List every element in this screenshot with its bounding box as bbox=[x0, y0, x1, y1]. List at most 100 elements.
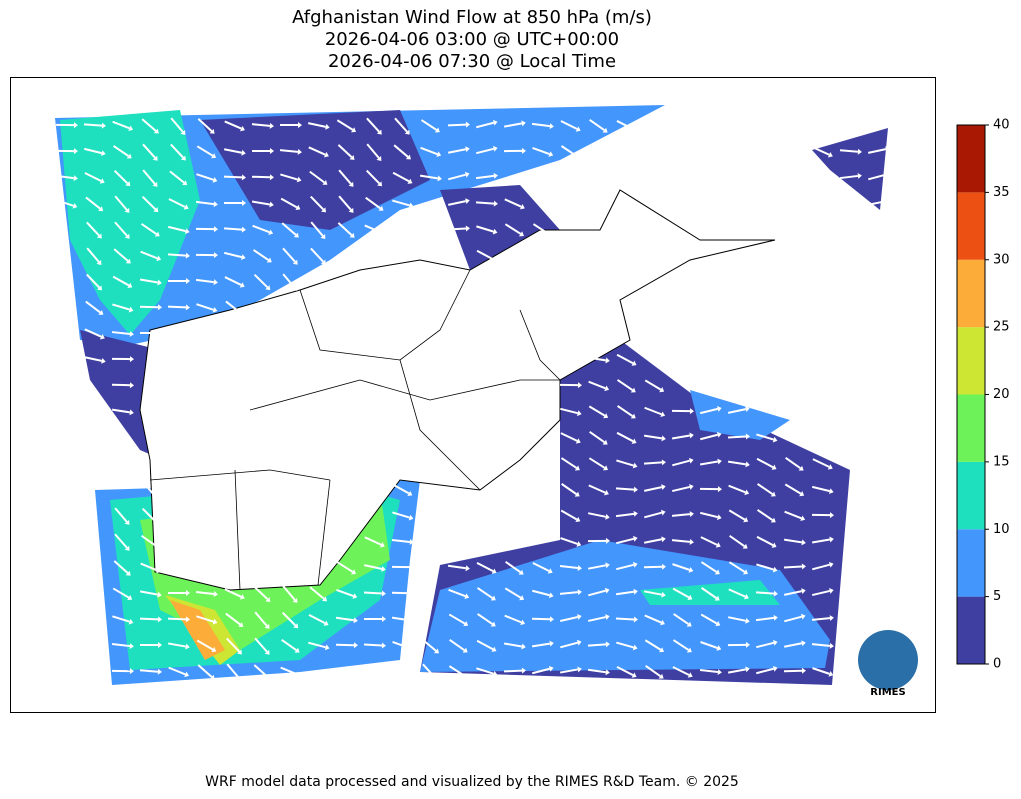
wind-arrow-head bbox=[351, 127, 357, 133]
wind-arrow bbox=[756, 667, 774, 675]
wind-arrow bbox=[560, 145, 578, 157]
wind-arrow-head bbox=[742, 543, 748, 549]
wind-arrow-head bbox=[687, 672, 693, 678]
wind-arrow bbox=[279, 149, 299, 153]
wind-arrow-head bbox=[519, 595, 525, 601]
wind-arrow-head bbox=[236, 675, 242, 681]
wind-arrow-head bbox=[352, 593, 358, 599]
wind-arrow-head bbox=[98, 310, 104, 315]
wind-arrow bbox=[727, 408, 747, 414]
wind-arrow bbox=[531, 122, 551, 128]
wind-arrow bbox=[448, 588, 466, 598]
wind-arrow bbox=[86, 273, 100, 289]
wind-arrow bbox=[308, 641, 326, 649]
wind-arrow bbox=[672, 639, 690, 651]
wind-arrow bbox=[868, 173, 886, 181]
wind-arrow bbox=[114, 195, 128, 211]
wind-arrow-head bbox=[350, 569, 356, 575]
wind-arrow-head bbox=[801, 640, 806, 647]
wind-arrow-head bbox=[521, 147, 526, 154]
wind-arrow bbox=[532, 589, 550, 597]
colorbar-tick-label: 20 bbox=[993, 387, 1010, 402]
wind-arrow bbox=[504, 614, 522, 624]
wind-arrow-head bbox=[661, 536, 666, 543]
wind-arrow-head bbox=[745, 406, 750, 413]
wind-arrow bbox=[839, 149, 859, 153]
wind-arrow-head bbox=[633, 588, 638, 595]
wind-arrow-head bbox=[633, 535, 638, 542]
wind-arrow bbox=[644, 639, 662, 651]
wind-arrow bbox=[223, 175, 243, 179]
wind-arrow bbox=[364, 536, 382, 546]
wind-arrow-head bbox=[493, 172, 498, 179]
wind-arrow bbox=[727, 616, 747, 622]
wind-arrow-head bbox=[157, 279, 162, 286]
wind-arrow-head bbox=[154, 543, 160, 549]
wind-arrow-head bbox=[405, 154, 411, 160]
footer: WRF model data processed and visualized … bbox=[205, 774, 739, 790]
wind-arrow-head bbox=[323, 620, 329, 626]
wind-arrow-head bbox=[101, 122, 106, 129]
wind-arrow bbox=[784, 510, 802, 520]
wind-arrow bbox=[280, 197, 298, 209]
wind-arrow-head bbox=[127, 282, 133, 289]
wind-arrow-head bbox=[185, 278, 190, 285]
wind-arrow bbox=[226, 637, 240, 653]
wind-arrow bbox=[141, 195, 157, 211]
wind-arrow bbox=[84, 172, 102, 182]
wind-arrow-head bbox=[209, 128, 215, 134]
wind-arrow bbox=[141, 118, 157, 132]
wind-arrow bbox=[812, 146, 830, 156]
wind-arrow-head bbox=[128, 618, 134, 625]
wind-arrow-head bbox=[409, 564, 414, 571]
wind-arrow bbox=[393, 144, 409, 158]
wind-arrow-head bbox=[292, 597, 298, 603]
wind-arrow-head bbox=[633, 510, 638, 517]
wind-arrow bbox=[420, 119, 438, 131]
wind-arrow bbox=[225, 300, 241, 314]
wind-arrow-head bbox=[660, 509, 666, 516]
wind-arrow bbox=[644, 406, 662, 416]
wind-arrow-head bbox=[408, 514, 414, 521]
wind-arrow bbox=[811, 617, 831, 621]
wind-arrow-head bbox=[686, 621, 692, 627]
wind-arrow bbox=[448, 173, 466, 181]
wind-arrow bbox=[756, 433, 774, 441]
wind-arrow-head bbox=[801, 588, 806, 595]
wind-arrow-head bbox=[549, 616, 554, 623]
wind-arrow bbox=[476, 639, 494, 651]
wind-arrow bbox=[700, 433, 718, 441]
wind-arrow bbox=[559, 564, 579, 570]
wind-arrow bbox=[503, 642, 523, 648]
wind-arrow-head bbox=[154, 231, 160, 237]
wind-arrow-head bbox=[549, 640, 554, 647]
wind-arrow bbox=[504, 223, 522, 235]
colorbar-tick-label: 5 bbox=[993, 589, 1001, 604]
wind-arrow bbox=[783, 565, 803, 569]
wind-arrow bbox=[224, 251, 242, 259]
wind-arrow-head bbox=[129, 330, 134, 337]
wind-arrow-head bbox=[771, 464, 777, 470]
wind-arrow bbox=[532, 147, 550, 155]
wind-arrow bbox=[337, 222, 353, 236]
wind-arrow bbox=[447, 200, 467, 206]
colorbar-segment bbox=[957, 596, 985, 664]
wind-arrow-head bbox=[98, 206, 104, 212]
colorbar-segment bbox=[957, 327, 985, 395]
wind-arrow-head bbox=[241, 174, 246, 181]
wind-arrow-head bbox=[715, 542, 721, 548]
wind-arrow bbox=[280, 666, 298, 676]
wind-arrow-head bbox=[800, 515, 806, 522]
wind-arrow-head bbox=[574, 465, 580, 471]
wind-arrow-head bbox=[408, 645, 414, 651]
wind-arrow bbox=[643, 461, 663, 465]
wind-arrow-head bbox=[773, 614, 778, 621]
wind-arrow bbox=[363, 564, 383, 570]
wind-arrow-head bbox=[689, 511, 694, 518]
wind-arrow-head bbox=[520, 619, 526, 626]
wind-arrow-head bbox=[574, 491, 580, 497]
wind-arrow bbox=[281, 222, 297, 236]
wind-arrow bbox=[671, 434, 691, 440]
wind-arrow bbox=[867, 200, 887, 206]
